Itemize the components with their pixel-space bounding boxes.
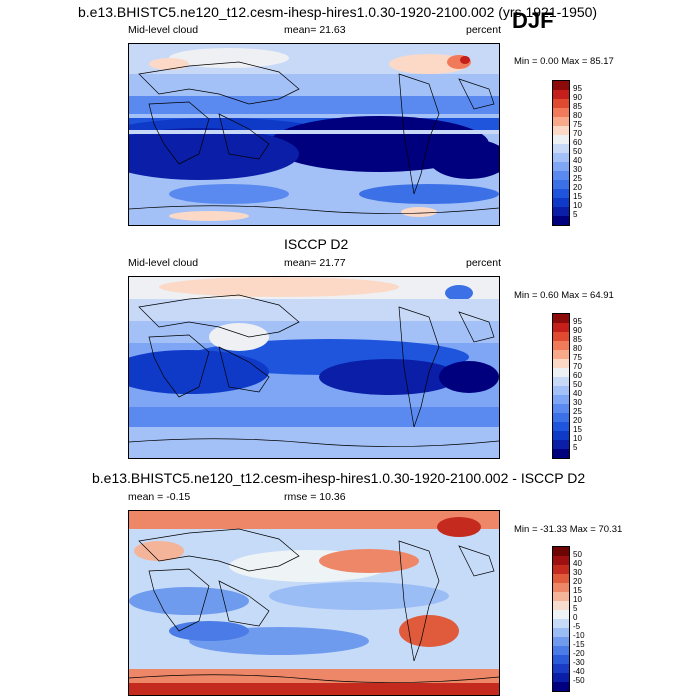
- panel3-mean-label: mean = -0.15: [128, 491, 191, 503]
- colorbar-tick-label: 75: [573, 120, 582, 129]
- colorbar-tick-label: 30: [573, 568, 582, 577]
- colorbar-tick-label: -40: [573, 667, 585, 676]
- colorbar-tick-label: 15: [573, 192, 582, 201]
- panel2-colorbar: [552, 313, 570, 459]
- colorbar-tick-label: 80: [573, 344, 582, 353]
- panel1-field: [129, 44, 499, 225]
- panel3-colorbar: [552, 546, 570, 692]
- panel2-minmax: Min = 0.60 Max = 64.91: [514, 290, 614, 301]
- panel2-field: [129, 277, 499, 458]
- colorbar-tick-label: 50: [573, 380, 582, 389]
- colorbar-box: [553, 682, 569, 691]
- colorbar-box: [553, 216, 569, 225]
- colorbar-tick-label: 85: [573, 102, 582, 111]
- season-label: DJF: [512, 8, 554, 33]
- colorbar-tick-label: 15: [573, 586, 582, 595]
- colorbar-tick-label: 10: [573, 595, 582, 604]
- colorbar-tick-label: 40: [573, 389, 582, 398]
- colorbar-tick-label: -50: [573, 676, 585, 685]
- colorbar-tick-label: -20: [573, 649, 585, 658]
- colorbar-tick-label: -10: [573, 631, 585, 640]
- colorbar-tick-label: 25: [573, 407, 582, 416]
- panel1-minmax: Min = 0.00 Max = 85.17: [514, 56, 614, 67]
- colorbar-tick-label: 90: [573, 93, 582, 102]
- panel2-units-label: percent: [466, 257, 502, 269]
- colorbar-tick-label: 80: [573, 111, 582, 120]
- colorbar-tick-label: 5: [573, 210, 578, 219]
- colorbar-box: [553, 449, 569, 458]
- colorbar-tick-label: 20: [573, 416, 582, 425]
- colorbar-tick-label: 50: [573, 147, 582, 156]
- panel1-map: [128, 43, 500, 226]
- colorbar-tick-label: 70: [573, 362, 582, 371]
- colorbar-tick-label: 30: [573, 398, 582, 407]
- colorbar-tick-label: 50: [573, 550, 582, 559]
- panel1-mean-label: mean= 21.63: [284, 24, 346, 36]
- panel2-variable-label: Mid-level cloud: [128, 257, 199, 269]
- colorbar-tick-label: 90: [573, 326, 582, 335]
- panel1-units-label: percent: [466, 24, 502, 36]
- colorbar-tick-label: 40: [573, 559, 582, 568]
- colorbar-tick-label: -15: [573, 640, 585, 649]
- panel2-map: [128, 276, 500, 459]
- panel1-variable-label: Mid-level cloud: [128, 24, 199, 36]
- colorbar-tick-label: 5: [573, 443, 578, 452]
- panel2-title: ISCCP D2: [284, 236, 349, 252]
- colorbar-tick-label: 60: [573, 138, 582, 147]
- colorbar-tick-label: 95: [573, 317, 582, 326]
- colorbar-tick-label: 60: [573, 371, 582, 380]
- colorbar-tick-label: 30: [573, 165, 582, 174]
- panel2-mean-label: mean= 21.77: [284, 257, 346, 269]
- colorbar-tick-label: 75: [573, 353, 582, 362]
- colorbar-tick-label: -5: [573, 622, 581, 631]
- panel3-title: b.e13.BHISTC5.ne120_t12.cesm-ihesp-hires…: [92, 470, 586, 486]
- run-title: b.e13.BHISTC5.ne120_t12.cesm-ihesp-hires…: [78, 4, 598, 20]
- colorbar-tick-label: 95: [573, 84, 582, 93]
- colorbar-tick-label: 0: [573, 613, 578, 622]
- colorbar-tick-label: 70: [573, 129, 582, 138]
- colorbar-tick-label: 85: [573, 335, 582, 344]
- panel3-rmse-label: rmse = 10.36: [284, 491, 346, 503]
- panel3-minmax: Min = -31.33 Max = 70.31: [514, 524, 623, 535]
- panel3-map: [128, 510, 500, 696]
- colorbar-tick-label: -30: [573, 658, 585, 667]
- panel1-colorbar: [552, 80, 570, 226]
- colorbar-tick-label: 20: [573, 183, 582, 192]
- colorbar-tick-label: 25: [573, 174, 582, 183]
- colorbar-tick-label: 10: [573, 201, 582, 210]
- colorbar-tick-label: 10: [573, 434, 582, 443]
- colorbar-tick-label: 15: [573, 425, 582, 434]
- colorbar-tick-label: 40: [573, 156, 582, 165]
- colorbar-tick-label: 20: [573, 577, 582, 586]
- colorbar-tick-label: 5: [573, 604, 578, 613]
- panel3-field: [129, 511, 499, 695]
